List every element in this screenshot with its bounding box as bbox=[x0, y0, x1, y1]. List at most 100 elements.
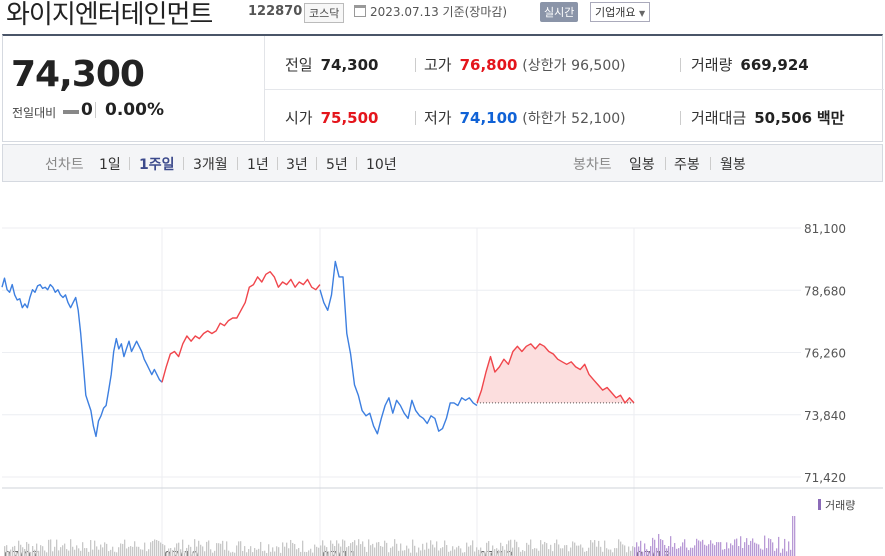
volume-bar bbox=[676, 548, 678, 556]
volume-bar bbox=[122, 543, 124, 556]
volume-bar bbox=[148, 549, 150, 556]
volume-bar bbox=[250, 546, 252, 556]
high-label: 고가 bbox=[424, 56, 452, 74]
open-label: 시가 bbox=[285, 109, 313, 127]
volume-bar bbox=[664, 544, 666, 556]
volume-bar bbox=[146, 551, 148, 556]
volume-bar bbox=[670, 536, 672, 556]
tab-monthly[interactable]: 월봉 bbox=[720, 157, 746, 173]
volume-bar bbox=[382, 546, 384, 556]
volume-bar bbox=[604, 540, 606, 556]
volume-bar bbox=[698, 540, 700, 556]
price-chart[interactable]: 81,10078,68076,26073,84071,420거래량07/0707… bbox=[0, 182, 885, 556]
divider bbox=[680, 111, 681, 125]
tab-5y[interactable]: 5년 bbox=[326, 157, 348, 173]
volume-bar bbox=[636, 542, 638, 556]
volume-bar bbox=[428, 548, 430, 556]
volume-bar bbox=[498, 549, 500, 556]
volume-bar bbox=[386, 542, 388, 556]
volume-bar bbox=[552, 551, 554, 556]
volume-bar bbox=[276, 546, 278, 556]
volume-bar bbox=[168, 548, 170, 556]
volume-bar bbox=[124, 539, 126, 556]
volume-bar bbox=[514, 539, 516, 556]
volume-bar bbox=[750, 540, 752, 556]
volume-bar bbox=[44, 550, 46, 556]
realtime-button[interactable]: 실시간 bbox=[540, 2, 579, 22]
volume-bar bbox=[586, 551, 588, 556]
volume-bar bbox=[520, 551, 522, 556]
volume-bar bbox=[10, 549, 12, 556]
volume-bar bbox=[42, 546, 44, 556]
amount-unit: 백만 bbox=[816, 109, 845, 127]
volume-bar bbox=[254, 548, 256, 556]
tab-3y[interactable]: 3년 bbox=[286, 157, 308, 173]
tab-1d[interactable]: 1일 bbox=[99, 157, 121, 173]
volume-bar bbox=[738, 546, 740, 556]
volume-bar bbox=[206, 541, 208, 556]
volume-bar bbox=[536, 548, 538, 556]
volume-bar bbox=[74, 549, 76, 556]
volume-bar bbox=[292, 542, 294, 556]
volume-bar bbox=[298, 547, 300, 556]
volume-bar bbox=[794, 516, 796, 556]
volume-bar bbox=[792, 516, 794, 556]
volume-legend-label: 거래량 bbox=[825, 499, 855, 512]
volume-bar bbox=[4, 546, 6, 556]
volume-bar bbox=[36, 543, 38, 556]
volume-bar bbox=[638, 546, 640, 556]
volume-bar bbox=[628, 546, 630, 556]
volume-bar bbox=[662, 540, 664, 556]
company-name: 와이지엔터테인먼트 bbox=[6, 0, 213, 30]
volume-bar bbox=[358, 539, 360, 556]
volume-bar bbox=[634, 547, 636, 556]
volume-bar bbox=[736, 538, 738, 556]
volume-bar bbox=[718, 542, 720, 556]
high-value: 76,800 bbox=[459, 56, 518, 74]
volume-bar bbox=[384, 540, 386, 556]
volume-bar bbox=[220, 543, 222, 556]
volume-bar bbox=[588, 547, 590, 556]
volume-bar bbox=[756, 543, 758, 556]
chart-tabs: 선차트 1일 1주일 3개월 1년 3년 5년 10년 봉차트 일봉 주봉 월봉 bbox=[2, 144, 883, 182]
tab-1y[interactable]: 1년 bbox=[247, 157, 269, 173]
volume-bar bbox=[202, 546, 204, 556]
tab-1w[interactable]: 1주일 bbox=[139, 157, 175, 173]
tab-daily[interactable]: 일봉 bbox=[629, 157, 655, 173]
volume-bar bbox=[18, 540, 20, 556]
volume-bar bbox=[314, 544, 316, 556]
y-tick-label: 71,420 bbox=[804, 471, 846, 485]
volume-bar bbox=[88, 551, 90, 556]
volume-bar bbox=[60, 547, 62, 556]
volume-bar bbox=[704, 544, 706, 556]
volume-bar bbox=[712, 543, 714, 556]
prev-close-label: 전일 bbox=[285, 56, 313, 74]
company-info-dropdown[interactable]: 기업개요 ▼ bbox=[590, 2, 651, 22]
volume-bar bbox=[58, 550, 60, 556]
volume-bar bbox=[576, 545, 578, 556]
volume-bar bbox=[500, 542, 502, 556]
volume-bar bbox=[562, 548, 564, 556]
volume-bar bbox=[112, 546, 114, 556]
volume-bar bbox=[230, 552, 232, 556]
volume-bar bbox=[468, 546, 470, 556]
tab-weekly[interactable]: 주봉 bbox=[674, 157, 700, 173]
volume-bar bbox=[140, 549, 142, 556]
area-fill bbox=[477, 343, 634, 403]
volume-bar bbox=[214, 550, 216, 556]
volume-bar bbox=[80, 550, 82, 556]
volume-bar bbox=[160, 542, 162, 556]
volume-bar bbox=[512, 547, 514, 556]
tab-3m[interactable]: 3개월 bbox=[193, 157, 228, 173]
volume-bar bbox=[246, 552, 248, 556]
volume-bar bbox=[118, 547, 120, 556]
tab-10y[interactable]: 10년 bbox=[366, 157, 397, 173]
volume-bar bbox=[282, 542, 284, 556]
volume-bar bbox=[12, 546, 14, 556]
open-cell: 시가 75,500 bbox=[285, 107, 379, 128]
volume-bar bbox=[502, 546, 504, 556]
volume-bar bbox=[20, 544, 22, 556]
volume-bar bbox=[446, 545, 448, 556]
volume-bar bbox=[506, 544, 508, 556]
price-series-line bbox=[161, 271, 321, 383]
